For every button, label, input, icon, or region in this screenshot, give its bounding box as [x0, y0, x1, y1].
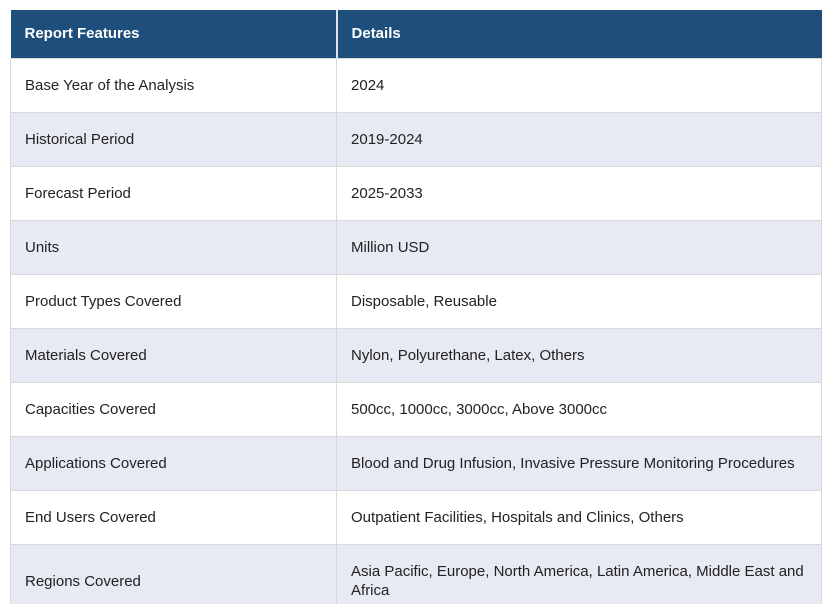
details-cell: 500cc, 1000cc, 3000cc, Above 3000cc [336, 382, 822, 437]
feature-cell: Forecast Period [9, 166, 338, 221]
details-cell: Blood and Drug Infusion, Invasive Pressu… [336, 436, 822, 491]
details-cell: Nylon, Polyurethane, Latex, Others [336, 328, 822, 383]
table-row: Materials Covered Nylon, Polyurethane, L… [9, 328, 822, 383]
feature-cell: Capacities Covered [9, 382, 338, 437]
details-cell: Million USD [336, 220, 822, 275]
details-cell: 2024 [336, 58, 822, 113]
table-row: Historical Period 2019-2024 [9, 112, 822, 167]
details-cell: Outpatient Facilities, Hospitals and Cli… [336, 490, 822, 545]
table-row: End Users Covered Outpatient Facilities,… [9, 490, 822, 545]
details-cell: 2025-2033 [336, 166, 822, 221]
feature-cell: Product Types Covered [9, 274, 338, 329]
feature-cell: Historical Period [9, 112, 338, 167]
details-cell: 2019-2024 [336, 112, 822, 167]
details-cell: Asia Pacific, Europe, North America, Lat… [336, 544, 822, 604]
table-row: Forecast Period 2025-2033 [9, 166, 822, 221]
column-header-report-features: Report Features [10, 10, 338, 59]
details-cell: Disposable, Reusable [336, 274, 822, 329]
column-header-details: Details [336, 10, 822, 59]
feature-cell: Units [9, 220, 338, 275]
table-header: Report Features Details [10, 10, 822, 59]
feature-cell: Applications Covered [9, 436, 338, 491]
table-row: Capacities Covered 500cc, 1000cc, 3000cc… [9, 382, 822, 437]
feature-cell: Materials Covered [9, 328, 338, 383]
header-row: Report Features Details [10, 10, 822, 59]
feature-cell: End Users Covered [9, 490, 338, 545]
table-row: Applications Covered Blood and Drug Infu… [9, 436, 822, 491]
feature-cell: Regions Covered [9, 544, 338, 604]
table-row: Base Year of the Analysis 2024 [9, 58, 822, 113]
table-body: Base Year of the Analysis 2024 Historica… [9, 58, 822, 604]
table-row: Units Million USD [9, 220, 822, 275]
table-row: Regions Covered Asia Pacific, Europe, No… [9, 544, 822, 604]
table-row: Product Types Covered Disposable, Reusab… [9, 274, 822, 329]
report-features-table: Report Features Details Base Year of the… [9, 10, 822, 604]
feature-cell: Base Year of the Analysis [9, 58, 338, 113]
